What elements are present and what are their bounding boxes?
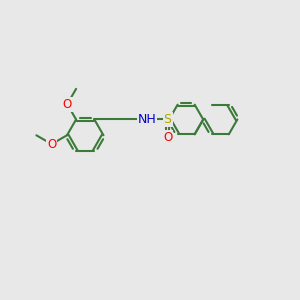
Text: O: O [163,131,172,144]
Text: O: O [63,98,72,111]
Text: O: O [47,138,56,151]
Text: NH: NH [138,113,156,126]
Text: S: S [164,113,172,126]
